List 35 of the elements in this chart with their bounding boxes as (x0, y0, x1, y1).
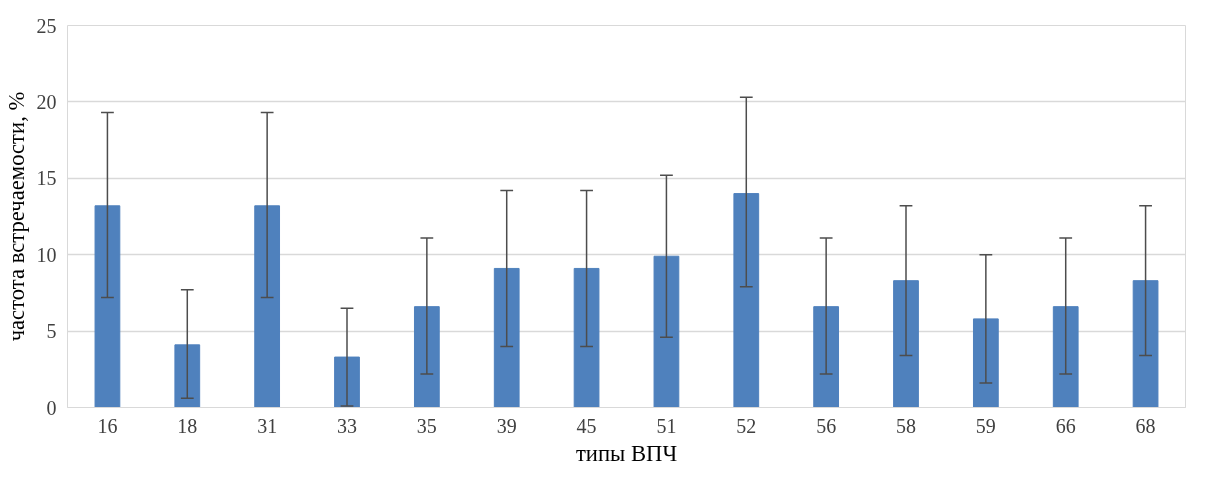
y-tick-label: 15 (36, 167, 57, 190)
y-tick-label: 5 (46, 320, 57, 343)
x-tick-label: 18 (177, 414, 198, 437)
y-axis-title: частота встречаемости, % (3, 91, 29, 342)
bar (813, 306, 840, 408)
bar (254, 205, 281, 408)
bar (733, 193, 760, 408)
bar (893, 280, 919, 408)
bar (972, 318, 999, 408)
x-tick-label: 59 (975, 414, 996, 437)
bar (573, 267, 600, 408)
x-tick-label: 51 (656, 414, 677, 437)
bar (1052, 306, 1079, 408)
x-tick-label: 66 (1055, 414, 1076, 437)
x-axis-title: типы ВПЧ (575, 440, 678, 466)
x-tick-label: 52 (736, 414, 757, 437)
y-tick-label: 10 (36, 243, 57, 266)
x-tick-label: 35 (416, 414, 437, 437)
x-tick-label: 16 (97, 414, 118, 437)
bar (493, 267, 520, 408)
x-tick-label: 58 (896, 414, 916, 437)
x-tick-label: 33 (337, 414, 357, 437)
bar (653, 255, 680, 408)
x-tick-label: 45 (576, 414, 597, 437)
y-tick-label: 20 (36, 90, 57, 113)
y-tick-label: 25 (36, 14, 57, 37)
x-tick-label: 39 (496, 414, 517, 437)
x-tick-label: 56 (816, 414, 837, 437)
bar (94, 205, 121, 408)
x-tick-label: 31 (257, 414, 278, 437)
bar (174, 344, 201, 408)
y-tick-label: 0 (46, 396, 57, 419)
bar (413, 306, 440, 408)
bar (1132, 280, 1159, 408)
x-tick-label: 68 (1135, 414, 1156, 437)
